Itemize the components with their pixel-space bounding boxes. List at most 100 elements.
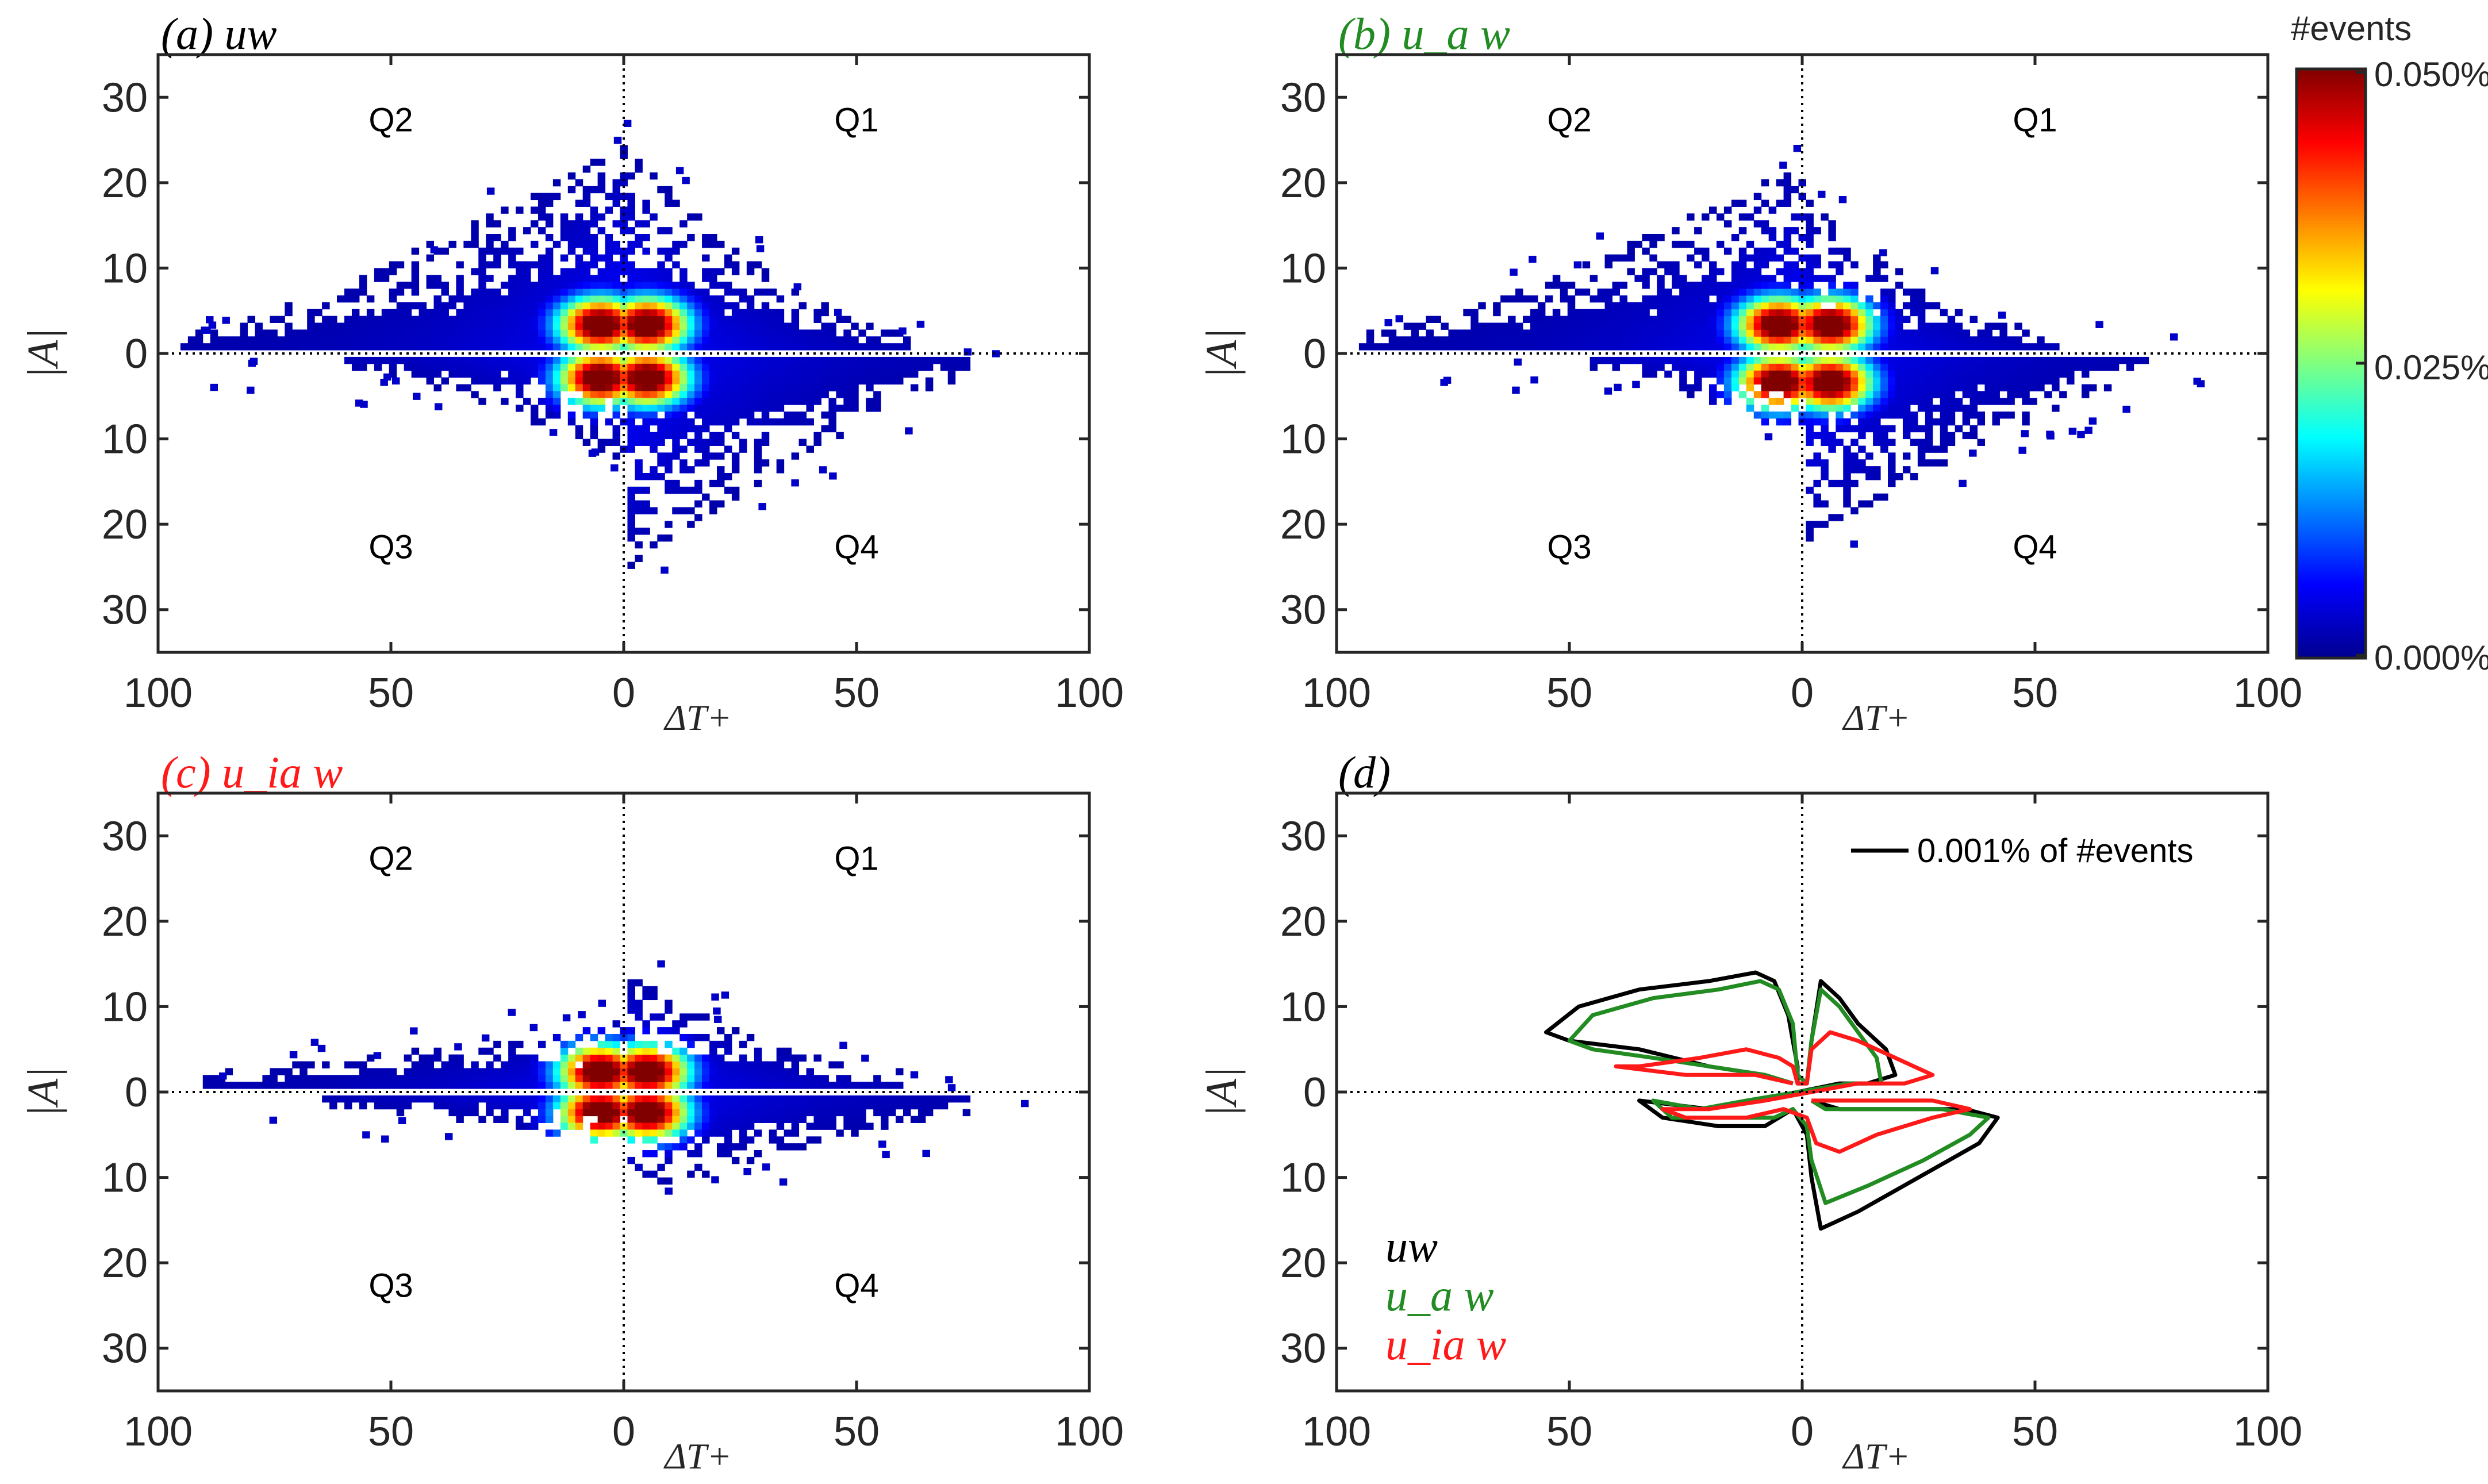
heatmap-cell xyxy=(665,1061,673,1068)
heatmap-cell xyxy=(784,370,792,378)
heatmap-cell xyxy=(910,384,919,391)
heatmap-cell xyxy=(1828,356,1836,364)
heatmap-cell xyxy=(1753,309,1762,317)
heatmap-cell xyxy=(486,1109,494,1117)
heatmap-cell xyxy=(665,486,673,494)
x-tick-label: 0 xyxy=(1791,1409,1814,1455)
heatmap-cell xyxy=(709,412,717,419)
heatmap-cell xyxy=(657,302,665,310)
heatmap-cell xyxy=(650,336,658,344)
heatmap-cell xyxy=(739,309,747,317)
heatmap-cell xyxy=(642,370,650,378)
heatmap-cell xyxy=(411,261,420,268)
heatmap-cell xyxy=(567,289,576,296)
heatmap-cell xyxy=(1738,302,1747,310)
heatmap-cell xyxy=(665,398,673,405)
heatmap-cell xyxy=(567,275,576,282)
heatmap-cell xyxy=(761,336,770,344)
heatmap-cell xyxy=(612,275,621,282)
heatmap-cell xyxy=(836,1075,844,1082)
heatmap-cell xyxy=(590,213,598,221)
panel-a-title-text: (a) uw xyxy=(161,9,277,59)
heatmap-cell xyxy=(1828,322,1836,330)
heatmap-cell xyxy=(873,356,881,364)
heatmap-cell xyxy=(1657,289,1665,296)
heatmap-cell xyxy=(642,425,650,433)
heatmap-cell xyxy=(1702,336,1710,344)
heatmap-cell xyxy=(955,1095,963,1103)
heatmap-cell xyxy=(240,343,248,351)
heatmap-cell xyxy=(531,289,539,296)
heatmap-cell xyxy=(1873,322,1881,330)
heatmap-cell xyxy=(612,439,621,446)
heatmap-cell xyxy=(1716,316,1725,324)
heatmap-cell xyxy=(1791,295,1799,303)
y-tick-label: 30 xyxy=(102,813,148,859)
heatmap-cell xyxy=(776,418,785,426)
heatmap-cell xyxy=(754,336,762,344)
y-tick-label: 0 xyxy=(1303,1070,1326,1116)
heatmap-cell xyxy=(1537,329,1546,337)
heatmap-cell xyxy=(575,1075,583,1082)
heatmap-cell xyxy=(896,1095,904,1103)
heatmap-cell xyxy=(858,1122,866,1130)
heatmap-cell xyxy=(1865,425,1873,433)
heatmap-cell xyxy=(567,227,576,234)
heatmap-cell xyxy=(411,336,420,344)
heatmap-cell xyxy=(1895,384,1903,391)
heatmap-cell xyxy=(1634,329,1642,337)
heatmap-cell xyxy=(567,1116,576,1123)
heatmap-cell xyxy=(1962,432,1971,440)
heatmap-cell xyxy=(1843,391,1851,398)
heatmap-cell xyxy=(1649,322,1657,330)
heatmap-cell xyxy=(493,322,501,330)
heatmap-cell xyxy=(672,479,680,487)
heatmap-cell xyxy=(351,295,360,303)
heatmap-cell xyxy=(694,1068,702,1075)
heatmap-cell xyxy=(1664,316,1672,324)
heatmap-cell xyxy=(1664,336,1672,344)
heatmap-cell xyxy=(1813,418,1821,426)
heatmap-cell xyxy=(1888,425,1896,433)
heatmap-cell xyxy=(635,336,643,344)
heatmap-cell xyxy=(798,356,807,364)
heatmap-cell xyxy=(709,1047,717,1055)
heatmap-cell xyxy=(1902,316,1911,324)
heatmap-cell xyxy=(672,1109,680,1117)
heatmap-cell xyxy=(2044,377,2052,385)
heatmap-cell xyxy=(1865,295,1873,303)
heatmap-cell xyxy=(836,1129,844,1137)
heatmap-cell xyxy=(552,295,561,303)
heatmap-cell xyxy=(1895,322,1903,330)
heatmap-cell xyxy=(679,343,688,351)
heatmap-cell xyxy=(1783,172,1792,180)
heatmap-cell xyxy=(1888,405,1896,412)
heatmap-cell xyxy=(582,282,591,289)
heatmap-cell xyxy=(1858,432,1866,440)
heatmap-cell xyxy=(1806,309,1814,317)
heatmap-cell xyxy=(791,343,800,351)
heatmap-cell xyxy=(1969,343,1978,351)
heatmap-cell xyxy=(552,1033,561,1041)
heatmap-cell xyxy=(1485,322,1493,330)
heatmap-cell xyxy=(687,1068,695,1075)
heatmap-cell xyxy=(635,282,643,289)
heatmap-cell xyxy=(657,473,665,480)
heatmap-cell xyxy=(702,405,710,412)
heatmap-cell xyxy=(2029,356,2037,364)
heatmap-cell xyxy=(426,316,435,324)
heatmap-cell xyxy=(687,329,695,337)
heatmap-cell xyxy=(582,405,591,412)
heatmap-cell xyxy=(612,322,621,330)
heatmap-cell xyxy=(605,377,613,385)
heatmap-cell xyxy=(1806,377,1814,385)
heatmap-cell xyxy=(1738,199,1747,207)
heatmap-cell xyxy=(731,377,740,385)
heatmap-cell xyxy=(1940,377,1948,385)
heatmap-cell xyxy=(1515,322,1523,330)
heatmap-cell xyxy=(463,1109,471,1117)
heatmap-cell xyxy=(441,247,449,255)
heatmap-cell xyxy=(2059,363,2067,371)
heatmap-cell xyxy=(687,302,695,310)
heatmap-cell xyxy=(635,486,643,494)
